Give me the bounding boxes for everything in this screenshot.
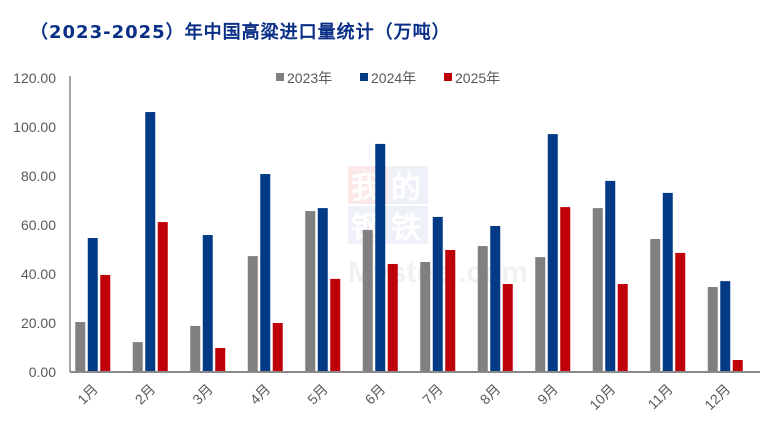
bar-2024年-9月 [547, 134, 558, 372]
x-tick-label: 6月 [362, 381, 389, 408]
bar-2023年-2月 [132, 342, 143, 372]
x-tick-label: 8月 [477, 381, 504, 408]
bar-2025年-5月 [330, 278, 341, 372]
legend-swatch [360, 73, 368, 81]
bar-2025年-12月 [732, 359, 743, 372]
x-tick-label: 2月 [132, 381, 159, 408]
bar-2025年-3月 [215, 347, 226, 372]
legend-label: 2023年 [287, 70, 332, 86]
bar-2024年-3月 [202, 235, 213, 372]
x-tick-label: 4月 [247, 381, 274, 408]
bar-2025年-1月 [100, 274, 111, 372]
y-tick-label: 60.00 [21, 217, 56, 233]
x-tick-label: 9月 [534, 381, 561, 408]
bar-2025年-6月 [387, 263, 398, 372]
y-tick-label: 20.00 [21, 315, 56, 331]
x-tick-label: 7月 [419, 381, 446, 408]
x-tick-label: 5月 [304, 381, 331, 408]
bar-2025年-9月 [560, 207, 571, 372]
bar-2025年-2月 [157, 222, 168, 372]
watermark-char: 的 [391, 171, 421, 206]
bar-2024年-6月 [375, 143, 386, 372]
x-tick-label: 12月 [701, 381, 733, 413]
bar-2023年-4月 [247, 256, 258, 372]
bar-2025年-10月 [617, 284, 628, 372]
bar-2023年-6月 [362, 229, 373, 372]
bar-2023年-1月 [75, 322, 86, 372]
bar-2024年-2月 [145, 112, 156, 373]
bar-2023年-8月 [477, 246, 488, 372]
x-tick-label: 11月 [644, 381, 675, 412]
y-tick-label: 80.00 [21, 168, 56, 184]
y-tick-label: 0.00 [29, 364, 56, 380]
watermark-box [388, 166, 428, 204]
bar-2024年-1月 [87, 237, 98, 372]
bar-2024年-7月 [432, 216, 443, 372]
bar-2024年-10月 [605, 180, 616, 372]
bar-2023年-3月 [190, 325, 201, 372]
bar-2025年-8月 [502, 284, 513, 372]
chart-title: （2023-2025）年中国高粱进口量统计（万吨） [30, 22, 451, 43]
y-tick-label: 40.00 [21, 266, 56, 282]
x-tick-label: 1月 [74, 381, 101, 408]
bar-2025年-4月 [272, 323, 283, 372]
watermark-char: 铁 [391, 211, 421, 246]
y-tick-label: 120.00 [13, 70, 56, 86]
bar-2023年-12月 [707, 286, 718, 372]
y-tick-label: 100.00 [13, 119, 56, 135]
bar-2023年-5月 [305, 211, 316, 372]
legend-label: 2025年 [455, 70, 500, 86]
bar-2024年-11月 [662, 192, 673, 372]
bar-2024年-4月 [260, 174, 271, 372]
bar-2025年-7月 [445, 249, 456, 372]
bar-2023年-7月 [420, 261, 431, 372]
legend-label: 2024年 [371, 70, 416, 86]
x-tick-label: 3月 [189, 381, 216, 408]
legend-swatch [444, 73, 452, 81]
x-tick-label: 10月 [586, 381, 618, 413]
bar-2024年-12月 [720, 281, 731, 372]
bar-2023年-9月 [535, 257, 546, 372]
bar-2023年-10月 [592, 208, 603, 372]
bar-2024年-5月 [317, 208, 328, 372]
watermark-box [348, 206, 428, 244]
bar-2023年-11月 [650, 238, 661, 372]
bar-2025年-11月 [675, 252, 686, 372]
bar-2024年-8月 [490, 225, 501, 372]
legend-swatch [276, 73, 284, 81]
